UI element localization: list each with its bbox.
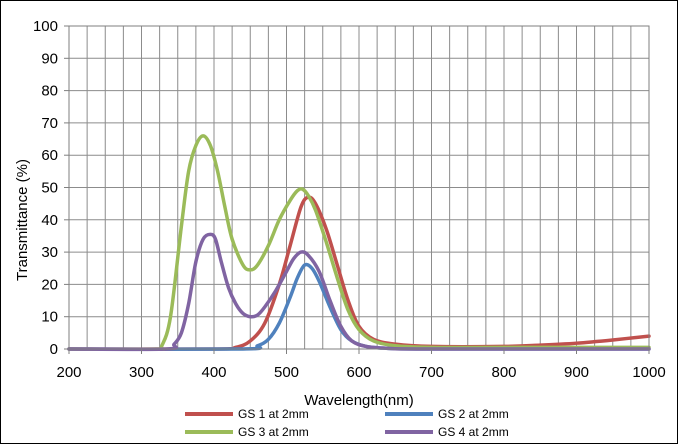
- x-tick-label: 300: [129, 364, 154, 381]
- x-tick-label: 1000: [632, 364, 665, 381]
- tick-labels: 200 300 400 500 600 700 800 900 1000 0 10 20 30 40 50 6…: [33, 18, 666, 381]
- x-tick-label: 800: [491, 364, 516, 381]
- x-tick-label: 600: [346, 364, 371, 381]
- y-tick-label: 10: [41, 309, 58, 326]
- y-tick-label: 100: [33, 18, 58, 35]
- legend-label-4: GS 4 at 2mm: [438, 425, 509, 439]
- y-tick-label: 80: [41, 83, 58, 100]
- y-tick-label: 90: [41, 50, 58, 67]
- x-tick-label: 200: [56, 364, 81, 381]
- x-tick-label: 900: [564, 364, 589, 381]
- series-line-4: [67, 232, 651, 352]
- x-tick-label: 400: [201, 364, 226, 381]
- grid: [68, 25, 650, 350]
- y-tick-label: 60: [41, 147, 58, 164]
- x-tick-label: 700: [419, 364, 444, 381]
- legend: GS 1 at 2mm GS 2 at 2mm GS 3 at 2mm GS 4 at…: [185, 407, 509, 439]
- series-lines: [67, 134, 651, 352]
- axes: [64, 25, 650, 354]
- x-tick-label: 500: [274, 364, 299, 381]
- y-tick-label: 50: [41, 180, 58, 197]
- y-tick-label: 70: [41, 115, 58, 132]
- y-tick-label: 40: [41, 212, 58, 229]
- y-tick-label: 0: [50, 341, 58, 358]
- legend-label-2: GS 2 at 2mm: [438, 407, 509, 421]
- y-tick-label: 30: [41, 244, 58, 261]
- x-axis-label: Wavelength(nm): [304, 392, 413, 409]
- series-line-3: [67, 134, 651, 351]
- legend-label-1: GS 1 at 2mm: [238, 407, 309, 421]
- y-axis-label: Transmittance (%): [14, 159, 31, 281]
- legend-label-3: GS 3 at 2mm: [238, 425, 309, 439]
- y-tick-label: 20: [41, 276, 58, 293]
